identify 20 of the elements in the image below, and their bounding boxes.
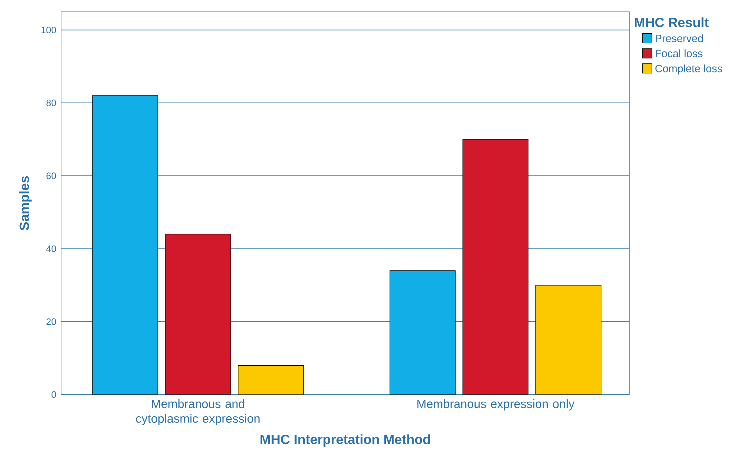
legend-title: MHC Result <box>635 18 709 28</box>
legend-label: Focal loss <box>656 50 703 58</box>
x-axis-title: MHC Interpretation Method <box>260 434 430 448</box>
y-tick-label: 20 <box>46 318 56 326</box>
y-axis-title: Samples <box>19 176 32 231</box>
bar <box>92 96 158 396</box>
bar <box>238 366 304 396</box>
y-tick-label: 0 <box>52 392 56 398</box>
y-tick-label: 100 <box>42 27 56 34</box>
legend-label: Preserved <box>656 34 704 43</box>
bar <box>536 285 602 396</box>
x-tick-label: Membranous and cytoplasmic expression <box>136 400 260 426</box>
legend-label: Complete loss <box>656 64 722 75</box>
y-tick-label: 60 <box>46 173 56 180</box>
y-tick-label: 40 <box>46 246 56 253</box>
x-tick-label: Membranous expression only <box>418 400 575 411</box>
bar <box>462 140 529 396</box>
y-tick-label: 80 <box>46 100 56 107</box>
bar <box>165 234 232 396</box>
bar <box>390 270 456 396</box>
